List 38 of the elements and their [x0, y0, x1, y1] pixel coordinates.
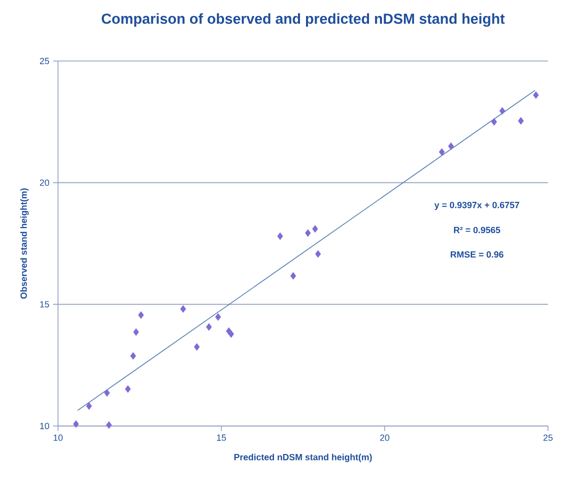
x-tick-label: 15 [217, 434, 226, 441]
point [312, 225, 318, 233]
point [106, 421, 112, 429]
point [533, 91, 539, 99]
y-tick-label: 10 [40, 422, 50, 430]
point [130, 352, 136, 360]
point [305, 229, 311, 237]
y-axis-title: Observed stand height(m) [20, 188, 29, 299]
point [133, 328, 139, 336]
y-tick-label: 25 [40, 58, 50, 64]
y-tick-label: 15 [40, 301, 50, 308]
point [438, 148, 445, 156]
x-tick-label: 20 [380, 434, 390, 441]
point [104, 389, 110, 397]
annotation: RMSE = 0.96 [450, 251, 504, 258]
point [290, 272, 296, 280]
point [138, 311, 144, 319]
point [194, 343, 200, 351]
x-tick-label: 25 [543, 434, 553, 441]
point [125, 385, 131, 393]
point [448, 142, 454, 150]
point [206, 323, 212, 331]
point [215, 313, 221, 321]
y-tick-label: 20 [40, 179, 50, 186]
chart-title: Comparison of observed and predicted nDSM stand height [102, 13, 505, 27]
point [491, 118, 497, 126]
point [277, 232, 284, 240]
point [73, 420, 79, 428]
x-axis-title: Predicted nDSM stand height(m) [234, 454, 372, 462]
point [86, 402, 92, 410]
point [180, 305, 186, 313]
point [499, 107, 506, 115]
point [228, 330, 234, 338]
point [315, 250, 321, 258]
annotation: y = 0.9397x + 0.6757 [434, 202, 520, 210]
x-tick-label: 10 [54, 434, 63, 441]
annotation: R² = 0.9565 [454, 226, 500, 234]
point [518, 117, 524, 125]
